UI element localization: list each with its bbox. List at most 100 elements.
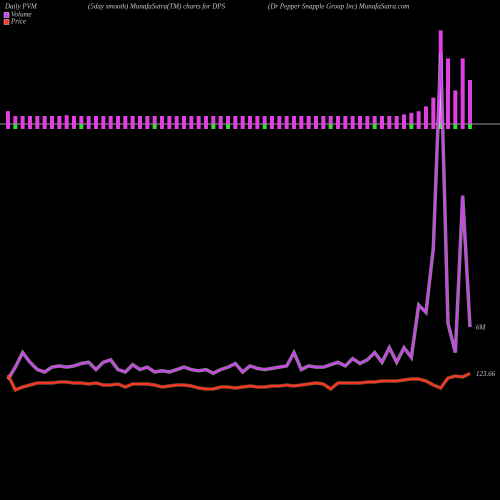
volume-bar bbox=[101, 116, 106, 124]
legend-label: Price bbox=[10, 18, 26, 26]
volume-bar-lower bbox=[372, 124, 377, 129]
volume-bar bbox=[13, 116, 18, 124]
volume-bar-lower bbox=[160, 124, 164, 129]
volume-bar bbox=[321, 116, 326, 124]
price-line bbox=[7, 372, 471, 392]
volume-bar bbox=[460, 58, 465, 124]
volume-bar-lower bbox=[189, 124, 194, 129]
volume-bar-lower bbox=[343, 124, 348, 129]
volume-bar bbox=[204, 116, 208, 124]
volume-bar-lower bbox=[336, 124, 340, 129]
volume-bar bbox=[402, 114, 406, 124]
volume-bar bbox=[211, 116, 216, 124]
volume-bar-lower bbox=[152, 124, 157, 129]
volume-bar bbox=[468, 80, 472, 124]
volume-bar bbox=[343, 116, 348, 124]
volume-bar-lower bbox=[174, 124, 179, 129]
legend-label: Volume bbox=[11, 11, 32, 19]
chart-title: Daily PVM bbox=[4, 3, 38, 11]
volume-bar-lower bbox=[394, 124, 399, 129]
volume-bar-lower bbox=[314, 124, 318, 129]
volume-bar-lower bbox=[446, 124, 450, 129]
volume-bar bbox=[262, 116, 267, 124]
volume-bar-lower bbox=[145, 124, 150, 129]
volume-bar bbox=[20, 116, 25, 124]
volume-bar-lower bbox=[218, 124, 223, 129]
volume-bar bbox=[218, 116, 223, 124]
volume-bar-lower bbox=[123, 124, 128, 129]
volume-bar bbox=[387, 116, 392, 124]
volume-bar bbox=[424, 106, 428, 124]
volume-bar bbox=[145, 116, 150, 124]
volume-bar-lower bbox=[108, 124, 113, 129]
volume-bar bbox=[57, 116, 62, 124]
volume-bar bbox=[255, 116, 260, 124]
volume-bar bbox=[79, 116, 84, 124]
volume-bar-lower bbox=[13, 124, 18, 129]
volume-bar bbox=[160, 116, 164, 124]
volume-bar-lower bbox=[284, 124, 289, 129]
volume-bar bbox=[328, 116, 333, 124]
volume-line bbox=[7, 53, 471, 380]
end-label: 6M bbox=[476, 324, 487, 332]
volume-bar-lower bbox=[167, 124, 172, 129]
volume-bar bbox=[292, 116, 296, 124]
volume-bar-lower bbox=[28, 124, 32, 129]
volume-bar bbox=[453, 90, 458, 124]
volume-bar bbox=[196, 116, 201, 124]
volume-bar-lower bbox=[50, 124, 54, 129]
volume-bar bbox=[270, 116, 274, 124]
volume-bar bbox=[240, 116, 245, 124]
volume-bar-lower bbox=[64, 124, 69, 129]
volume-bar bbox=[446, 58, 450, 124]
volume-bar-lower bbox=[416, 124, 421, 129]
volume-bar-lower bbox=[468, 124, 472, 129]
volume-bar-lower bbox=[402, 124, 406, 129]
volume-bar bbox=[284, 116, 289, 124]
volume-bar bbox=[116, 116, 120, 124]
volume-bar-lower bbox=[409, 124, 414, 129]
volume-bar bbox=[6, 111, 10, 124]
volume-bar-lower bbox=[306, 124, 311, 129]
volume-bar-lower bbox=[453, 124, 458, 129]
volume-bar-lower bbox=[380, 124, 384, 129]
company: (Dr Pepper Snapple Group Inc) MunafaSutr… bbox=[268, 3, 409, 11]
chart-subtitle: (5day smooth) MunafaSutra(TM) charts for… bbox=[88, 3, 226, 11]
volume-bar bbox=[299, 116, 304, 124]
volume-bar bbox=[64, 115, 69, 124]
volume-bar-lower bbox=[270, 124, 274, 129]
volume-bar-lower bbox=[101, 124, 106, 129]
volume-bar-lower bbox=[328, 124, 333, 129]
volume-bar bbox=[226, 116, 230, 124]
volume-bar-lower bbox=[438, 124, 443, 129]
volume-bar-lower bbox=[292, 124, 296, 129]
volume-bar-lower bbox=[94, 124, 98, 129]
volume-bar-lower bbox=[240, 124, 245, 129]
volume-bar-lower bbox=[86, 124, 91, 129]
volume-bar bbox=[94, 116, 98, 124]
legend-swatch bbox=[3, 12, 10, 18]
volume-bar bbox=[365, 116, 370, 124]
volume-bar bbox=[42, 116, 47, 124]
legend-swatch bbox=[3, 19, 10, 25]
volume-bar-lower bbox=[387, 124, 392, 129]
volume-bar bbox=[50, 116, 54, 124]
volume-bar bbox=[108, 116, 113, 124]
volume-bar bbox=[431, 97, 436, 124]
volume-bar-lower bbox=[365, 124, 370, 129]
volume-bar-lower bbox=[57, 124, 62, 129]
volume-bar-lower bbox=[262, 124, 267, 129]
volume-bar-lower bbox=[211, 124, 216, 129]
volume-bar bbox=[409, 112, 414, 124]
volume-bar-lower bbox=[460, 124, 465, 129]
volume-bar-lower bbox=[116, 124, 120, 129]
volume-bar-lower bbox=[204, 124, 208, 129]
volume-bar-lower bbox=[321, 124, 326, 129]
volume-bar bbox=[358, 116, 362, 124]
volume-bar-lower bbox=[350, 124, 355, 129]
volume-bar bbox=[394, 116, 399, 124]
volume-bar-lower bbox=[277, 124, 282, 129]
volume-bar-lower bbox=[431, 124, 436, 129]
